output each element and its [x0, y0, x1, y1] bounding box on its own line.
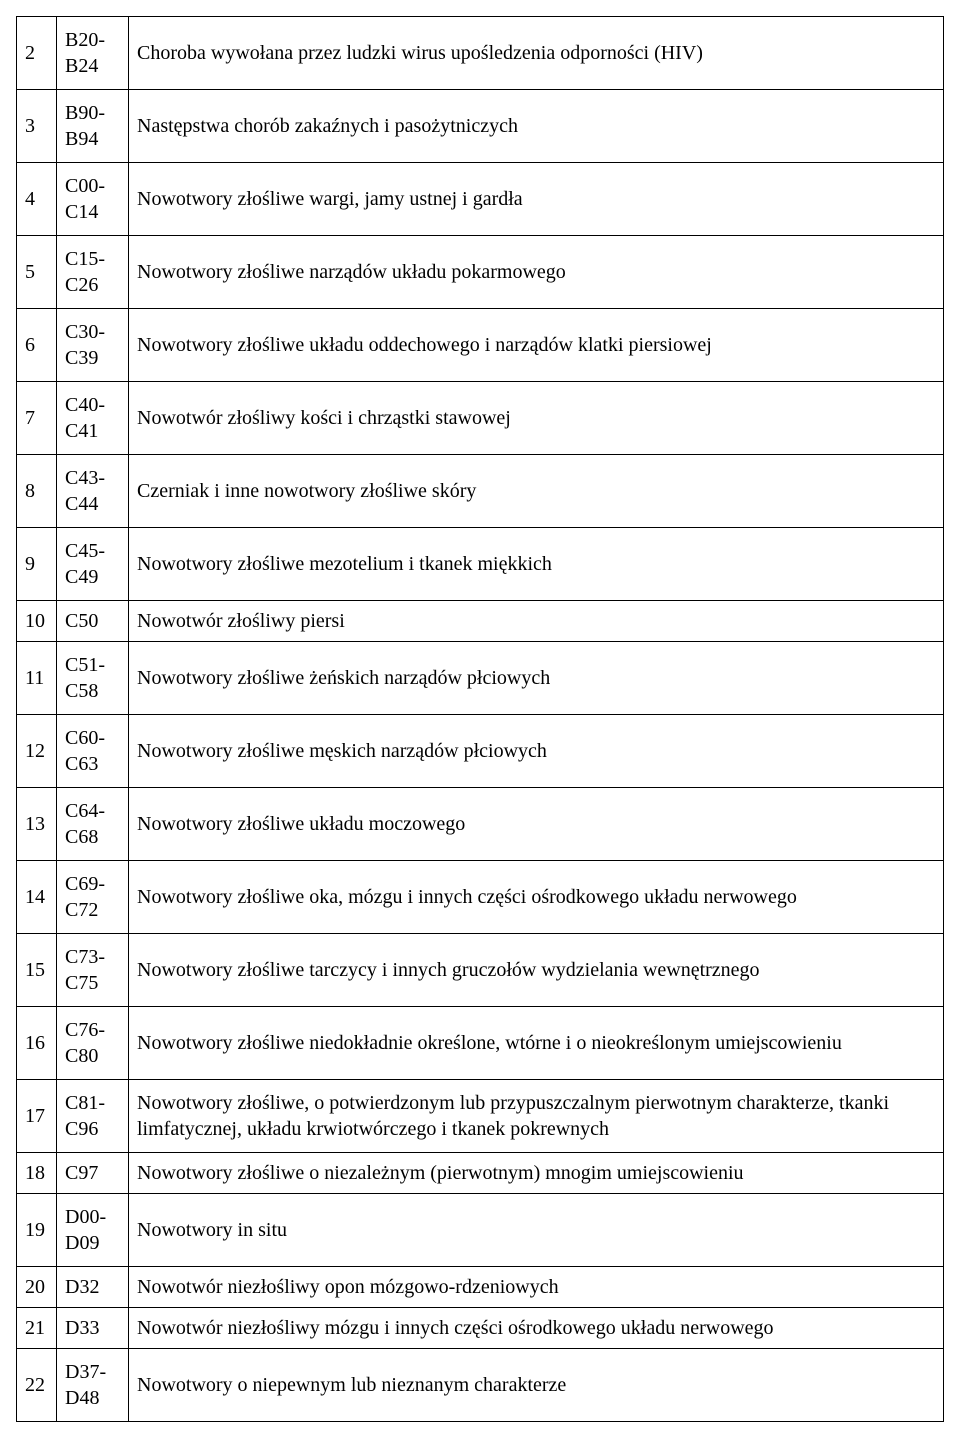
- row-number: 21: [17, 1308, 57, 1349]
- table-row: 20D32Nowotwór niezłośliwy opon mózgowo-r…: [17, 1267, 944, 1308]
- row-number: 7: [17, 382, 57, 455]
- icd-description: Nowotwory złośliwe żeńskich narządów płc…: [129, 642, 944, 715]
- table-row: 7C40-C41Nowotwór złośliwy kości i chrząs…: [17, 382, 944, 455]
- icd-code: C64-C68: [57, 788, 129, 861]
- table-row: 3B90-B94Następstwa chorób zakaźnych i pa…: [17, 90, 944, 163]
- icd-description: Nowotwory złośliwe wargi, jamy ustnej i …: [129, 163, 944, 236]
- icd-description: Nowotwory in situ: [129, 1194, 944, 1267]
- icd-description: Nowotwory złośliwe tarczycy i innych gru…: [129, 934, 944, 1007]
- row-number: 11: [17, 642, 57, 715]
- icd-code: C51-C58: [57, 642, 129, 715]
- row-number: 5: [17, 236, 57, 309]
- icd-description: Nowotwory złośliwe, o potwierdzonym lub …: [129, 1080, 944, 1153]
- table-row: 13C64-C68Nowotwory złośliwe układu moczo…: [17, 788, 944, 861]
- row-number: 19: [17, 1194, 57, 1267]
- table-body: 2B20-B24Choroba wywołana przez ludzki wi…: [17, 17, 944, 1422]
- icd-code: C40-C41: [57, 382, 129, 455]
- row-number: 22: [17, 1349, 57, 1422]
- row-number: 8: [17, 455, 57, 528]
- icd-description: Nowotwory złośliwe męskich narządów płci…: [129, 715, 944, 788]
- table-row: 21D33Nowotwór niezłośliwy mózgu i innych…: [17, 1308, 944, 1349]
- icd-code-table: 2B20-B24Choroba wywołana przez ludzki wi…: [16, 16, 944, 1422]
- icd-description: Nowotwory złośliwe mezotelium i tkanek m…: [129, 528, 944, 601]
- table-row: 11C51-C58Nowotwory złośliwe żeńskich nar…: [17, 642, 944, 715]
- icd-description: Nowotwory złośliwe o niezależnym (pierwo…: [129, 1153, 944, 1194]
- icd-code: B90-B94: [57, 90, 129, 163]
- row-number: 13: [17, 788, 57, 861]
- icd-code: C76-C80: [57, 1007, 129, 1080]
- row-number: 17: [17, 1080, 57, 1153]
- icd-code: D32: [57, 1267, 129, 1308]
- icd-description: Nowotwory złośliwe narządów układu pokar…: [129, 236, 944, 309]
- row-number: 9: [17, 528, 57, 601]
- icd-description: Następstwa chorób zakaźnych i pasożytnic…: [129, 90, 944, 163]
- row-number: 12: [17, 715, 57, 788]
- icd-code: D00-D09: [57, 1194, 129, 1267]
- row-number: 2: [17, 17, 57, 90]
- table-row: 8C43-C44Czerniak i inne nowotwory złośli…: [17, 455, 944, 528]
- table-row: 5C15-C26Nowotwory złośliwe narządów ukła…: [17, 236, 944, 309]
- icd-code: C15-C26: [57, 236, 129, 309]
- table-row: 15C73-C75Nowotwory złośliwe tarczycy i i…: [17, 934, 944, 1007]
- row-number: 14: [17, 861, 57, 934]
- row-number: 16: [17, 1007, 57, 1080]
- table-row: 22D37-D48Nowotwory o niepewnym lub niezn…: [17, 1349, 944, 1422]
- icd-code: C00-C14: [57, 163, 129, 236]
- row-number: 15: [17, 934, 57, 1007]
- icd-description: Nowotwór złośliwy piersi: [129, 601, 944, 642]
- row-number: 10: [17, 601, 57, 642]
- icd-code: C69-C72: [57, 861, 129, 934]
- icd-description: Nowotwory o niepewnym lub nieznanym char…: [129, 1349, 944, 1422]
- table-row: 14C69-C72Nowotwory złośliwe oka, mózgu i…: [17, 861, 944, 934]
- icd-code: C30-C39: [57, 309, 129, 382]
- table-row: 6C30-C39Nowotwory złośliwe układu oddech…: [17, 309, 944, 382]
- icd-code: C50: [57, 601, 129, 642]
- icd-description: Nowotwór niezłośliwy opon mózgowo-rdzeni…: [129, 1267, 944, 1308]
- icd-description: Nowotwory złośliwe układu moczowego: [129, 788, 944, 861]
- icd-code: B20-B24: [57, 17, 129, 90]
- table-row: 16C76-C80Nowotwory złośliwe niedokładnie…: [17, 1007, 944, 1080]
- table-row: 4C00-C14Nowotwory złośliwe wargi, jamy u…: [17, 163, 944, 236]
- icd-description: Nowotwór niezłośliwy mózgu i innych częś…: [129, 1308, 944, 1349]
- icd-code: C81-C96: [57, 1080, 129, 1153]
- icd-description: Czerniak i inne nowotwory złośliwe skóry: [129, 455, 944, 528]
- table-row: 9C45-C49Nowotwory złośliwe mezotelium i …: [17, 528, 944, 601]
- table-row: 10C50Nowotwór złośliwy piersi: [17, 601, 944, 642]
- row-number: 6: [17, 309, 57, 382]
- icd-code: C73-C75: [57, 934, 129, 1007]
- icd-code: C97: [57, 1153, 129, 1194]
- row-number: 3: [17, 90, 57, 163]
- icd-code: C43-C44: [57, 455, 129, 528]
- icd-description: Nowotwory złośliwe oka, mózgu i innych c…: [129, 861, 944, 934]
- table-row: 2B20-B24Choroba wywołana przez ludzki wi…: [17, 17, 944, 90]
- row-number: 4: [17, 163, 57, 236]
- table-row: 12C60-C63Nowotwory złośliwe męskich narz…: [17, 715, 944, 788]
- row-number: 18: [17, 1153, 57, 1194]
- table-row: 18C97Nowotwory złośliwe o niezależnym (p…: [17, 1153, 944, 1194]
- icd-description: Nowotwór złośliwy kości i chrząstki staw…: [129, 382, 944, 455]
- icd-code: C60-C63: [57, 715, 129, 788]
- icd-description: Nowotwory złośliwe układu oddechowego i …: [129, 309, 944, 382]
- table-row: 17C81-C96Nowotwory złośliwe, o potwierdz…: [17, 1080, 944, 1153]
- row-number: 20: [17, 1267, 57, 1308]
- icd-code: D37-D48: [57, 1349, 129, 1422]
- icd-code: C45-C49: [57, 528, 129, 601]
- icd-description: Nowotwory złośliwe niedokładnie określon…: [129, 1007, 944, 1080]
- table-row: 19D00-D09Nowotwory in situ: [17, 1194, 944, 1267]
- icd-description: Choroba wywołana przez ludzki wirus upoś…: [129, 17, 944, 90]
- icd-code: D33: [57, 1308, 129, 1349]
